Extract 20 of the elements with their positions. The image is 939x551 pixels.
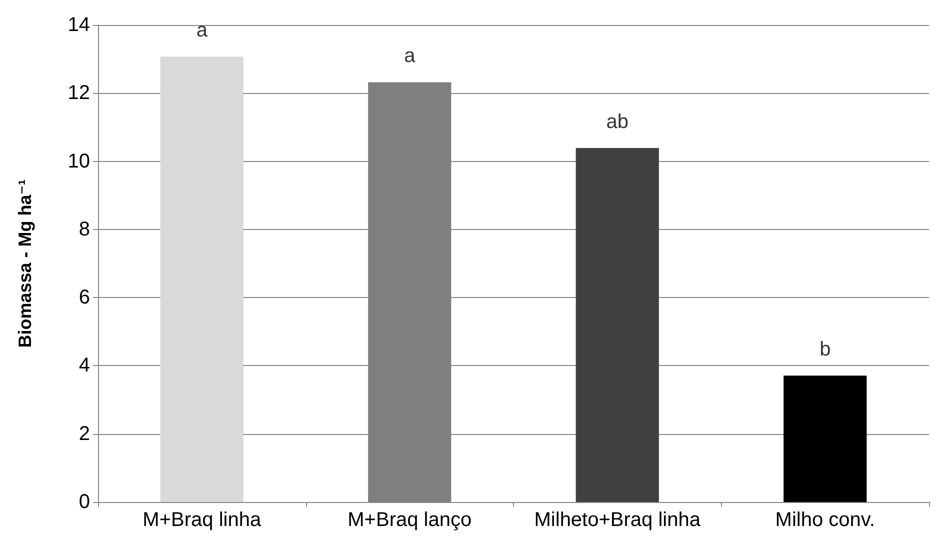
y-tick-label: 14 [68,14,90,36]
y-tick-label: 12 [68,82,90,104]
y-tick-label: 0 [78,491,90,513]
annotation: b [820,338,831,361]
annotation: a [196,20,208,42]
bar [576,148,659,502]
annotation: ab [606,110,628,133]
bar [160,56,244,502]
y-tick-label: 8 [78,218,90,240]
y-tick-label: 6 [78,286,90,309]
y-tick-label: 4 [78,354,90,377]
y-axis-title: Biomassa - Mg ha⁻¹ [15,179,35,348]
x-tick-label: Milheto+Braq linha [534,509,702,531]
x-tick-label: M+Braq lanço [348,509,472,531]
y-tick-label: 10 [68,150,90,172]
annotation: a [404,45,416,68]
bar [784,376,867,502]
x-tick-label: Milho conv. [775,509,875,531]
x-tick-label: M+Braq linha [142,509,262,531]
y-tick-label: 2 [78,422,90,445]
